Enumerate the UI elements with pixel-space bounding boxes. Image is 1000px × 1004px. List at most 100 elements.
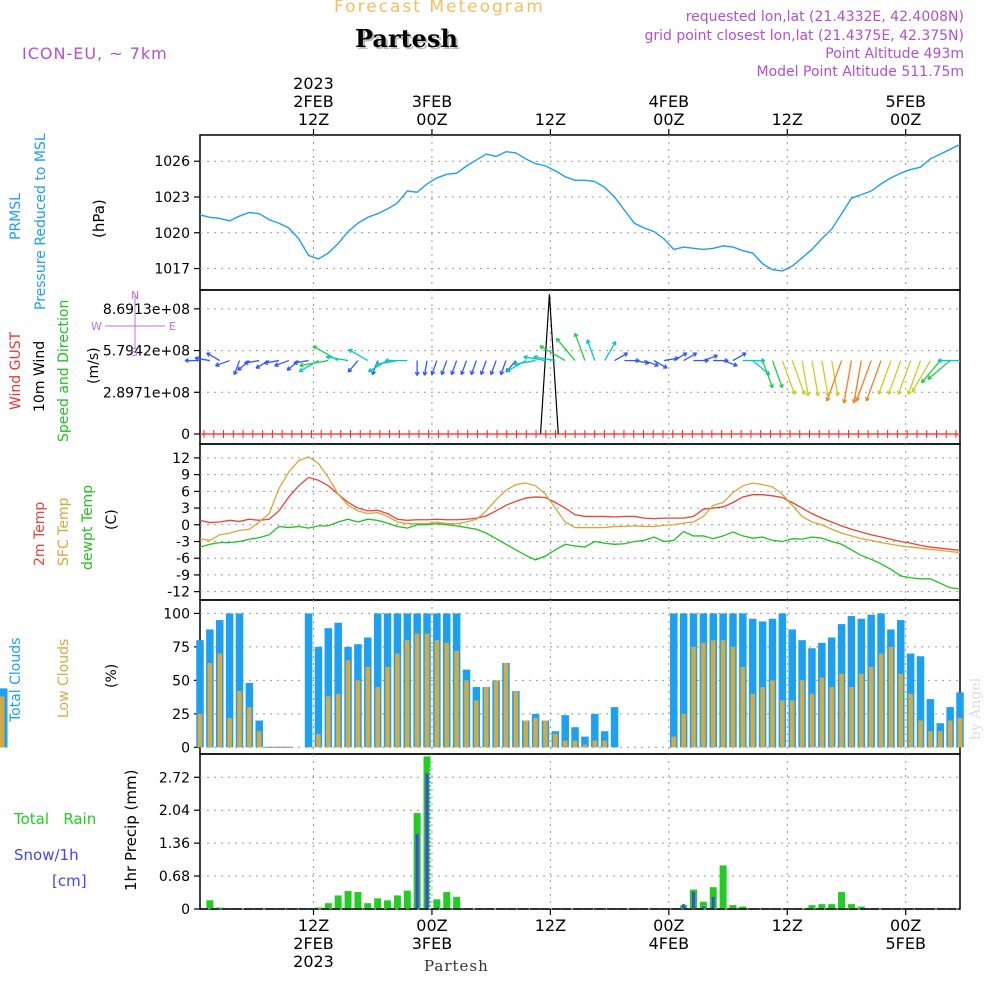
wind-arrow <box>385 359 407 363</box>
low_clouds-bar <box>514 691 519 747</box>
low_clouds-bar <box>750 694 755 748</box>
wind-arrow <box>853 361 862 403</box>
y-tick-label: 0 <box>181 427 190 443</box>
y-tick-label: 12 <box>172 451 190 467</box>
wind-arrow-head <box>574 333 575 337</box>
x-tick-label-bottom: 3FEB <box>412 934 452 953</box>
low_clouds-bar <box>810 694 815 748</box>
y-tick-label: 1026 <box>154 154 190 170</box>
wind10m-label: 10m Wind <box>32 341 48 412</box>
y-tick-label: 5.7942e+08 <box>103 344 190 360</box>
percent-unit: (%) <box>104 664 120 688</box>
low_clouds-bar <box>346 660 351 747</box>
wind-arrow-head <box>275 366 279 367</box>
rain-bar <box>394 895 401 909</box>
wind-arrow <box>574 333 585 360</box>
x-tick-label-top: 2023 <box>293 74 334 93</box>
low_clouds-bar <box>790 700 795 747</box>
wind-arrow-head <box>805 390 806 394</box>
compass-w: W <box>91 320 102 333</box>
wind-arrow <box>782 361 795 395</box>
wind-arrow <box>451 361 457 375</box>
wind-arrow <box>207 353 220 361</box>
wind-arrow-head <box>264 363 268 364</box>
low_clouds-bar <box>326 696 331 747</box>
rain-bar <box>335 895 342 909</box>
low_clouds-bar <box>849 687 854 747</box>
low_clouds-bar <box>780 700 785 747</box>
x-tick-label-top: 12Z <box>535 110 566 129</box>
compass-e: E <box>169 320 176 333</box>
low_clouds-bar <box>820 678 825 748</box>
wind-arrow-shaft <box>207 353 220 361</box>
total_clouds-bar <box>611 707 619 747</box>
low_clouds-bar <box>356 680 361 747</box>
rain-bar <box>720 865 727 909</box>
low_clouds-bar <box>908 694 913 748</box>
low_clouds-bar <box>533 718 538 747</box>
wind-arrow <box>216 361 230 367</box>
y-tick-label: 75 <box>172 640 190 656</box>
wind-arrow-head <box>287 369 291 370</box>
snow-bar <box>416 834 419 909</box>
low_clouds-bar <box>445 643 450 747</box>
total_clouds-bar <box>305 613 313 747</box>
low_clouds-bar <box>701 643 706 747</box>
pressure-reduced-label: Pressure Reduced to MSL <box>33 133 49 310</box>
wind-arrow-shaft <box>879 361 891 395</box>
y-tick-label: 25 <box>172 707 190 723</box>
rain-bar <box>206 900 213 909</box>
wind-arrow-head <box>556 338 557 342</box>
wind-arrow <box>928 361 950 380</box>
total_clouds-bar <box>315 647 323 747</box>
rain-bar <box>453 897 460 909</box>
y-tick-label: 9 <box>181 468 190 484</box>
total_clouds-bar <box>670 613 678 747</box>
wind-arrow <box>244 361 259 365</box>
low_clouds-bar <box>543 721 548 748</box>
x-tick-label-top: 00Z <box>416 110 447 129</box>
wind-arrow <box>723 361 737 367</box>
y-tick-label: 1020 <box>154 226 190 242</box>
low_clouds-bar <box>731 647 736 747</box>
rain-bar <box>325 903 332 909</box>
low_clouds-bar <box>198 714 203 747</box>
x-tick-label-bottom: 5FEB <box>885 934 925 953</box>
low_clouds-bar <box>839 674 844 748</box>
low_clouds-bar <box>336 694 341 748</box>
wind-arrow-shaft <box>822 361 828 396</box>
wind-arrow-shaft <box>772 361 782 388</box>
compass-n: N <box>131 289 139 302</box>
compass-s: S <box>131 346 138 359</box>
wind-arrow-shaft <box>888 361 900 395</box>
wind-arrow <box>822 361 830 396</box>
y-tick-label: 2.04 <box>159 803 190 819</box>
low_clouds-bar <box>681 714 686 747</box>
low_clouds-bar <box>375 687 380 747</box>
low_clouds-bar <box>889 647 894 747</box>
x-tick-label-bottom: 12Z <box>772 916 803 935</box>
wind-arrow-head <box>587 340 588 344</box>
y-tick-label: 1017 <box>154 262 190 278</box>
y-tick-label: 50 <box>172 673 190 689</box>
low_clouds-bar <box>593 741 598 748</box>
wind-arrow-head <box>838 392 839 396</box>
wind-arrow <box>888 361 901 395</box>
wind-arrow <box>843 361 852 403</box>
wind-arrow-shaft <box>575 333 585 360</box>
wind-arrow <box>349 350 368 361</box>
low_clouds-bar <box>741 667 746 747</box>
x-tick-label-top: 5FEB <box>885 92 925 111</box>
wind-arrow-shaft <box>812 361 818 396</box>
low_clouds-bar <box>385 667 390 747</box>
wind-arrow-shaft <box>348 361 358 372</box>
snow-bar <box>426 773 429 909</box>
low_clouds-bar <box>800 680 805 747</box>
rain-bar <box>364 903 371 909</box>
low_clouds-bar <box>474 700 479 747</box>
rain-bar <box>838 892 845 909</box>
low_clouds-bar <box>770 680 775 747</box>
wind-arrow-shaft <box>782 361 794 395</box>
dewpt-label: dewpt Temp <box>80 485 96 570</box>
low_clouds-bar <box>928 731 933 747</box>
